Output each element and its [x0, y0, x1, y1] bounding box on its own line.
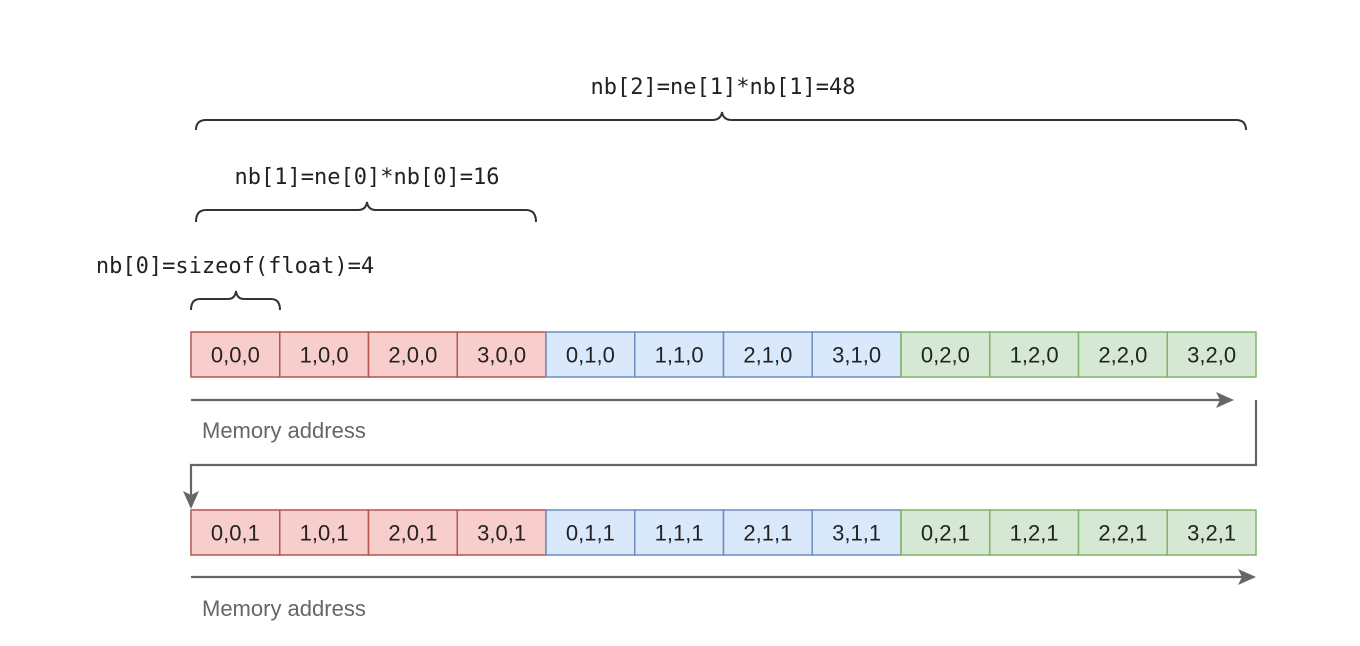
brace-label-nb0: nb[0]=sizeof(float)=4 — [96, 254, 374, 279]
memory-row-1: 0,0,0 1,0,0 2,0,0 3,0,0 0,1,0 1,1,0 2,1,0 3,1,0… — [190, 331, 1257, 378]
memory-cell-label: 0,0,0 — [211, 343, 260, 368]
memory-cell — [367, 331, 458, 378]
memory-cell — [456, 509, 547, 556]
memory-cell-label: 0,2,1 — [921, 521, 970, 546]
brace-nb0 — [190, 290, 281, 311]
memory-cell-label: 0,2,0 — [921, 343, 970, 368]
memory-cell-label: 3,2,1 — [1187, 521, 1236, 546]
memory-cell — [545, 331, 636, 378]
memory-cell — [811, 331, 902, 378]
memory-cell-label: 2,2,1 — [1098, 521, 1147, 546]
memory-cell-label: 3,1,0 — [832, 343, 881, 368]
memory-cell-label: 1,1,1 — [655, 521, 704, 546]
memory-cell-label: 2,1,0 — [743, 343, 792, 368]
memory-cell — [900, 331, 991, 378]
memory-cell-label: 3,1,1 — [832, 521, 881, 546]
memory-cell — [1077, 509, 1168, 556]
memory-cell — [1166, 331, 1257, 378]
memory-cell — [634, 331, 725, 378]
brace-label-nb2: nb[2]=ne[1]*nb[1]=48 — [591, 75, 856, 100]
memory-cell — [279, 509, 370, 556]
memory-cell — [989, 331, 1080, 378]
memory-cell-label: 3,0,0 — [477, 343, 526, 368]
arrowhead-icon — [1238, 569, 1256, 585]
brace-label-nb1: nb[1]=ne[0]*nb[0]=16 — [235, 165, 500, 190]
memory-cell — [279, 331, 370, 378]
arrowhead-down-icon — [183, 491, 199, 509]
memory-cell-label: 1,2,0 — [1010, 343, 1059, 368]
memory-cell-label: 2,0,0 — [388, 343, 437, 368]
memory-cell-label: 3,2,0 — [1187, 343, 1236, 368]
memory-cell — [989, 509, 1080, 556]
memory-cell — [190, 509, 281, 556]
memory-row-2: 0,0,1 1,0,1 2,0,1 3,0,1 0,1,1 1,1,1 2,1,1 3,1,1… — [190, 509, 1257, 556]
memory-cell-label: 2,0,1 — [388, 521, 437, 546]
memory-cell — [722, 331, 813, 378]
memory-cell — [545, 509, 636, 556]
row-wrap-connector — [189, 400, 1258, 497]
memory-cell-label: 2,2,0 — [1098, 343, 1147, 368]
brace-nb1 — [195, 201, 537, 223]
memory-cell — [811, 509, 902, 556]
memory-cell-label: 0,1,1 — [566, 521, 615, 546]
memory-cell-label: 0,1,0 — [566, 343, 615, 368]
memory-cell-label: 0,0,1 — [211, 521, 260, 546]
memory-address-label-1: Memory address — [202, 418, 366, 443]
memory-cell — [634, 509, 725, 556]
memory-cell — [722, 509, 813, 556]
memory-cell-label: 1,0,1 — [300, 521, 349, 546]
memory-cell — [1166, 509, 1257, 556]
arrowhead-icon — [1216, 392, 1234, 408]
memory-cell — [190, 331, 281, 378]
memory-cell — [900, 509, 991, 556]
memory-cell-label: 1,0,0 — [300, 343, 349, 368]
memory-cell-label: 1,1,0 — [655, 343, 704, 368]
memory-cell-label: 2,1,1 — [743, 521, 792, 546]
brace-nb2 — [195, 111, 1247, 131]
memory-cell-label: 3,0,1 — [477, 521, 526, 546]
memory-address-label-2: Memory address — [202, 596, 366, 621]
memory-cell-label: 1,2,1 — [1010, 521, 1059, 546]
